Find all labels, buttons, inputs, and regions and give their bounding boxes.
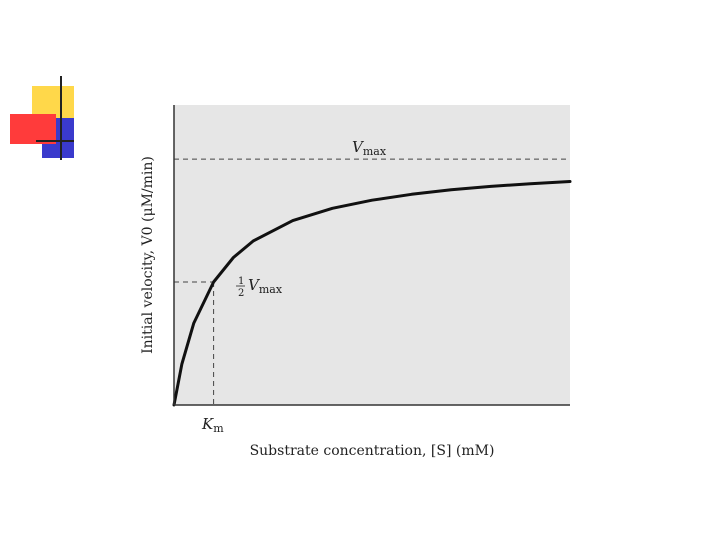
half-vmax-label: Vmax [248, 276, 283, 296]
half-vmax-label-main: V [248, 276, 261, 294]
half-vmax-label-sub: max [259, 283, 283, 296]
half-denominator: 2 [238, 288, 244, 299]
half-numerator: 1 [238, 276, 244, 287]
vmax-label-main: V [352, 138, 365, 156]
vmax-label: Vmax [352, 138, 387, 158]
decorative-red-square [10, 114, 56, 144]
km-label-sub: m [213, 422, 224, 435]
decorative-vertical-line [60, 76, 62, 160]
y-axis-label: Initial velocity, V0 (μM/min) [140, 156, 156, 354]
plot-area [174, 105, 570, 405]
vmax-label-sub: max [363, 145, 387, 158]
decorative-horizontal-line [36, 140, 74, 142]
km-label: Km [201, 415, 224, 435]
km-label-main: K [201, 415, 214, 433]
decorative-yellow-square [32, 86, 74, 118]
series-line [172, 180, 572, 407]
x-axis-label: Substrate concentration, [S] (mM) [250, 443, 495, 459]
